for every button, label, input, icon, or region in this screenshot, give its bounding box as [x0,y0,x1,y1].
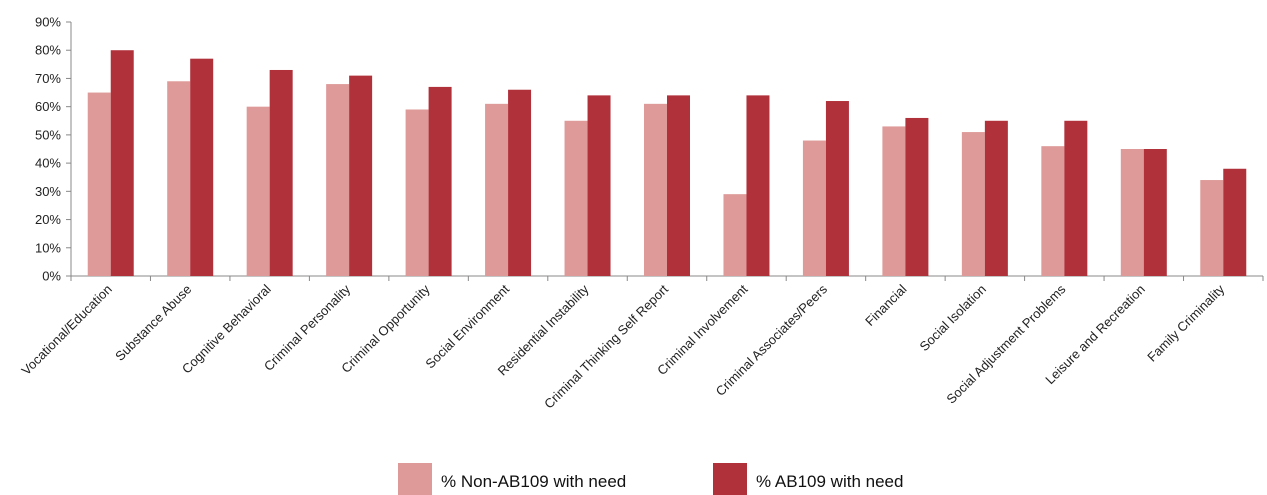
bar-ab109 [746,95,770,276]
bar-ab109 [587,95,611,276]
y-axis-ticks: 0% 10% 20% 30% 40% 50% 60% 70% 80% 90% [35,15,71,284]
bar-non-ab109 [326,84,350,276]
legend-label: % Non-AB109 with need [441,472,626,491]
x-category-label: Criminal Opportunity [338,281,433,376]
y-tick-label: 10% [35,240,61,255]
x-category-label: Family Criminality [1144,281,1227,364]
bar-non-ab109 [882,126,906,276]
bar-non-ab109 [644,103,667,276]
bar-ab109 [269,69,293,276]
bar-non-ab109 [723,194,747,276]
bar-ab109 [1143,149,1167,276]
y-tick-label: 50% [35,127,61,142]
chart-bars [87,50,1247,277]
x-category-label: Criminal Personality [261,281,354,374]
y-tick-label: 0% [42,269,61,284]
bar-ab109 [349,75,373,276]
bar-non-ab109 [1041,146,1065,276]
bar-non-ab109 [564,120,588,277]
y-tick-label: 40% [35,156,61,171]
bar-non-ab109 [1200,180,1224,276]
bar-ab109 [508,89,532,276]
bar-ab109 [190,58,214,276]
x-category-label: Financial [862,281,909,328]
bar-non-ab109 [1120,149,1144,276]
bar-ab109 [1223,168,1247,276]
bar-non-ab109 [167,81,191,277]
legend-label: % AB109 with need [756,472,903,491]
bar-ab109 [667,95,690,276]
x-category-label: Substance Abuse [112,282,194,364]
bar-non-ab109 [802,140,826,276]
bar-ab109 [110,50,134,276]
bar-ab109 [905,117,929,276]
y-tick-label: 90% [35,15,61,30]
x-category-label: Cognitive Behavioral [179,281,274,376]
y-tick-label: 60% [35,99,61,114]
bar-non-ab109 [405,109,429,276]
x-category-label: Social Environment [422,281,512,371]
legend-swatch [713,463,747,495]
bar-non-ab109 [485,103,509,276]
x-category-label: Vocational/Education [18,282,114,378]
bar-non-ab109 [87,92,111,276]
bar-ab109 [428,86,452,277]
y-tick-label: 30% [35,184,61,199]
bar-ab109 [1064,120,1088,277]
bar-non-ab109 [961,132,985,276]
legend-swatch [398,463,432,495]
y-tick-label: 70% [35,71,61,86]
chart-legend: % Non-AB109 with need % AB109 with need [398,463,903,495]
y-tick-label: 80% [35,43,61,58]
bar-non-ab109 [246,106,270,277]
x-category-label: Social Isolation [917,282,989,354]
bar-ab109 [825,101,849,277]
bar-ab109 [984,120,1008,277]
y-tick-label: 20% [35,212,61,227]
